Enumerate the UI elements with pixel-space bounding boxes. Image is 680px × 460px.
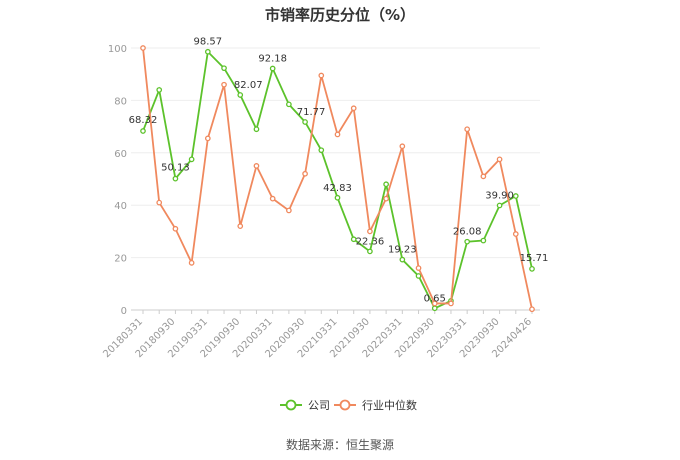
- data-point: [350, 236, 357, 243]
- y-tick-label: 80: [114, 96, 127, 107]
- data-label: 26.08: [453, 227, 482, 238]
- legend-label: 行业中位数: [362, 398, 417, 412]
- data-point: [350, 105, 357, 112]
- data-point: [496, 156, 503, 163]
- data-point: [156, 199, 163, 206]
- data-label: 82.07: [234, 80, 263, 91]
- data-point: [172, 175, 179, 182]
- data-point: [188, 156, 195, 163]
- series-line-1: [142, 47, 533, 310]
- data-point: [286, 207, 292, 214]
- data-point: [367, 248, 373, 255]
- data-point: [464, 126, 471, 133]
- data-point: [383, 195, 389, 202]
- series-line-0: [142, 49, 533, 310]
- y-tick-label: 20: [114, 254, 127, 265]
- data-point: [156, 87, 163, 93]
- data-point: [221, 65, 227, 72]
- data-point: [529, 265, 535, 272]
- data-label: 0.65: [424, 293, 446, 304]
- data-label: 98.57: [194, 37, 223, 48]
- y-tick-label: 60: [114, 149, 127, 160]
- y-tick-label: 100: [108, 44, 127, 55]
- data-label: 22.36: [356, 236, 385, 247]
- data-label: 50.13: [161, 163, 190, 174]
- data-point: [480, 237, 487, 244]
- data-point: [253, 163, 260, 169]
- data-point: [399, 143, 406, 150]
- legend-label: 公司: [308, 399, 330, 412]
- legend-marker: [339, 399, 351, 411]
- y-tick-label: 40: [114, 201, 127, 212]
- data-point: [221, 81, 227, 88]
- data-point: [464, 238, 471, 245]
- data-point: [431, 305, 438, 312]
- data-point: [496, 202, 503, 209]
- data-point: [383, 181, 389, 188]
- data-point: [431, 300, 438, 307]
- data-point: [529, 306, 535, 313]
- data-point: [415, 265, 422, 271]
- data-point: [172, 225, 179, 232]
- data-point: [480, 173, 487, 180]
- data-point: [204, 48, 211, 55]
- data-label: 71.77: [297, 107, 326, 118]
- data-source: 数据来源：恒生聚源: [285, 438, 394, 452]
- data-point: [269, 195, 276, 202]
- data-point: [237, 223, 244, 230]
- data-point: [204, 135, 211, 142]
- data-point: [237, 92, 244, 98]
- data-point: [140, 45, 146, 51]
- data-point: [367, 228, 373, 235]
- data-label: 42.83: [323, 183, 352, 194]
- chart-title: 市销率历史分位（%）: [264, 6, 416, 24]
- data-point: [302, 119, 308, 125]
- data-point: [286, 101, 292, 108]
- data-point: [512, 193, 519, 199]
- data-point: [253, 126, 260, 133]
- data-label: 39.90: [485, 190, 514, 201]
- data-point: [140, 128, 146, 134]
- data-point: [334, 131, 341, 138]
- data-point: [318, 147, 325, 154]
- data-point: [399, 256, 406, 263]
- data-point: [334, 194, 341, 201]
- data-label: 15.71: [520, 253, 549, 264]
- data-label: 68.32: [129, 115, 158, 126]
- data-point: [415, 273, 422, 279]
- data-point: [512, 231, 519, 237]
- y-tick-label: 0: [121, 306, 127, 317]
- data-point: [448, 300, 454, 307]
- data-label: 92.18: [258, 53, 287, 64]
- data-point: [302, 170, 308, 177]
- data-point: [318, 72, 325, 79]
- data-point: [188, 259, 195, 266]
- legend-marker: [285, 399, 297, 411]
- data-point: [269, 65, 276, 72]
- data-label: 19.23: [388, 245, 417, 256]
